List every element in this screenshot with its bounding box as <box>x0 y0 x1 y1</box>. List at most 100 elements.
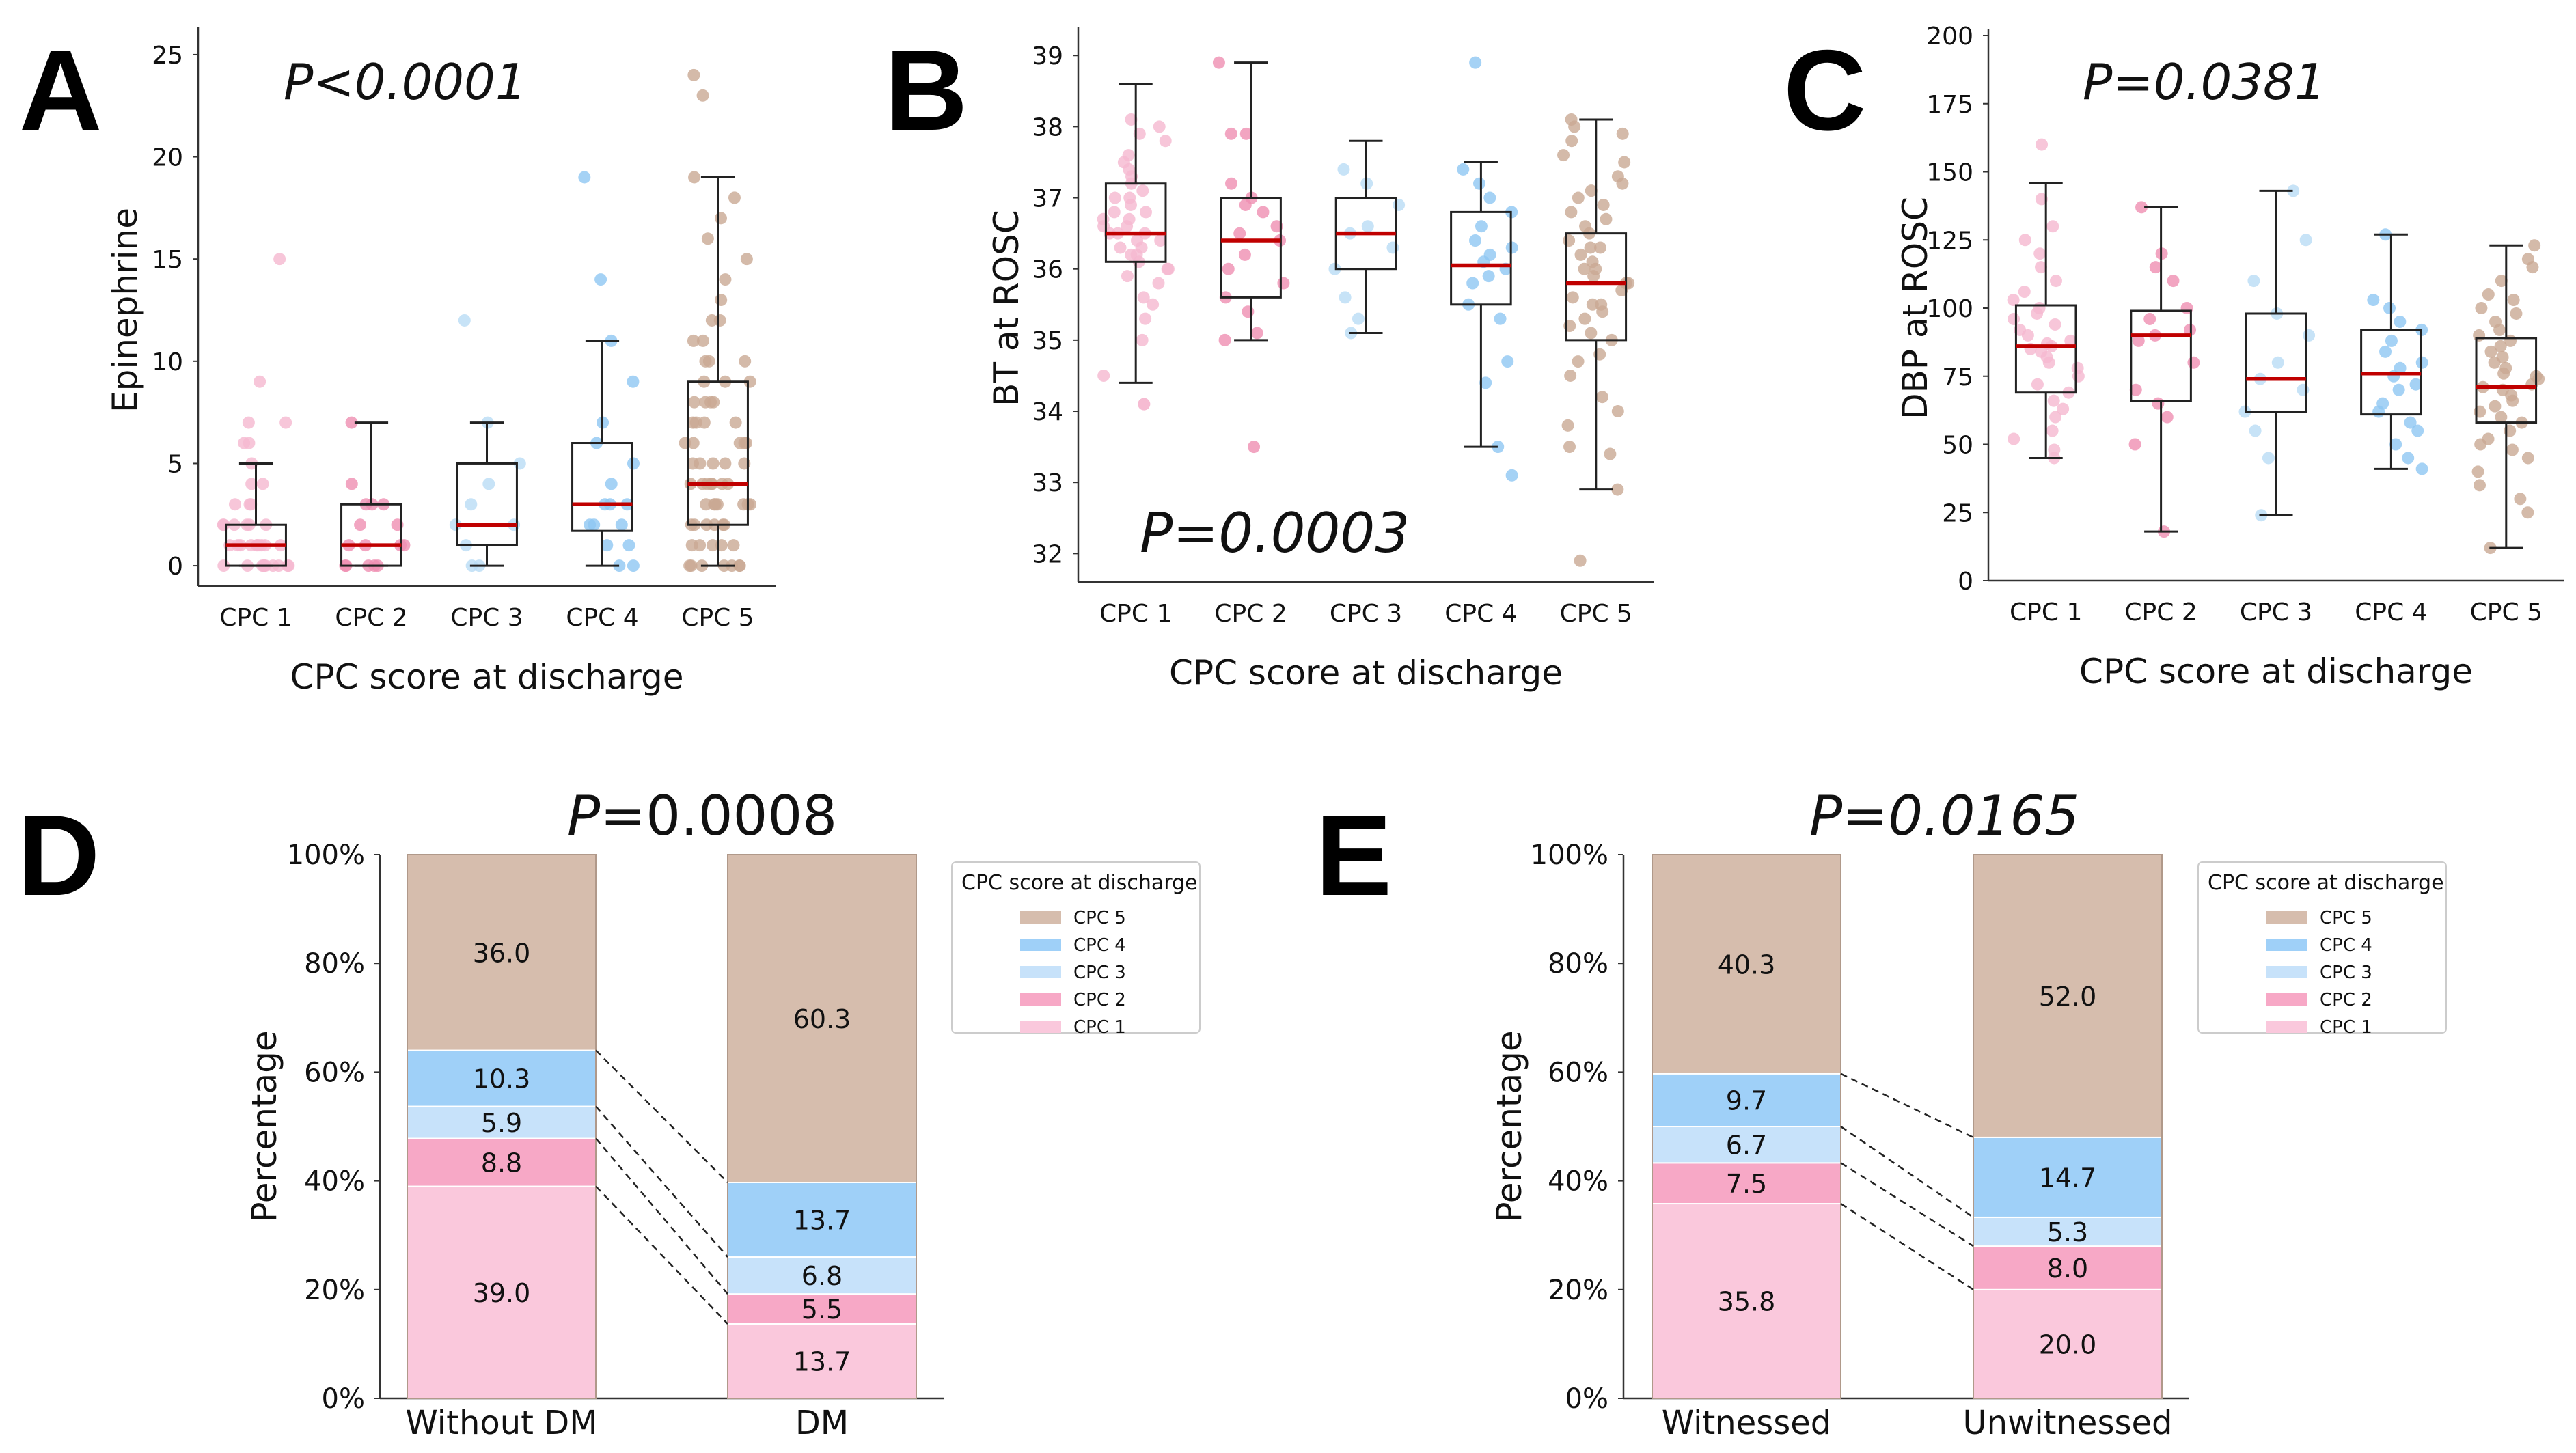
data-point <box>1152 277 1165 290</box>
connector-dashed-line <box>595 1049 728 1183</box>
data-point <box>1574 554 1587 567</box>
data-point <box>1572 355 1585 368</box>
segment-value-label: 5.9 <box>481 1108 522 1138</box>
y-tick-label: 75 <box>1942 363 1973 391</box>
bar-segment-cpc3 <box>1652 1126 1841 1164</box>
data-point <box>578 171 591 184</box>
data-point <box>1097 369 1110 382</box>
data-point <box>622 539 635 552</box>
x-tick-label: Witnessed <box>1662 1404 1832 1442</box>
data-point <box>2392 383 2405 396</box>
segment-value-label: 7.5 <box>1726 1169 1767 1199</box>
data-point <box>615 518 628 531</box>
data-point <box>1482 270 1495 283</box>
connector-dashed-line <box>1840 1202 1974 1290</box>
legend-title: CPC score at discharge <box>2208 871 2444 895</box>
y-tick-label: 100% <box>287 840 365 871</box>
data-point <box>740 253 753 266</box>
data-point <box>2035 193 2048 206</box>
data-point <box>2383 302 2396 314</box>
data-point <box>1483 191 1496 204</box>
bar-segment-cpc4 <box>1652 1073 1841 1127</box>
data-point <box>2008 312 2020 325</box>
data-point <box>2238 405 2251 418</box>
legend-item-label: CPC 5 <box>2320 908 2372 928</box>
connector-dashed-line <box>1840 1125 1974 1218</box>
legend-item-label: CPC 2 <box>2320 990 2372 1010</box>
data-point <box>2018 286 2031 299</box>
data-point <box>245 478 258 490</box>
segment-value-label: 40.3 <box>1718 950 1776 980</box>
y-tick-label: 175 <box>1926 91 1973 119</box>
segment-value-label: 13.7 <box>793 1346 851 1376</box>
legend-swatch <box>1020 993 1061 1006</box>
y-tick-label: 5 <box>167 450 183 478</box>
data-point <box>1250 327 1263 340</box>
data-point <box>1595 298 1608 311</box>
data-point <box>2262 452 2275 465</box>
data-point <box>1218 333 1231 346</box>
data-point <box>1616 127 1629 140</box>
y-tick-label: 100 <box>1926 295 1973 323</box>
x-tick-label: CPC 2 <box>335 604 407 632</box>
data-point <box>729 416 742 429</box>
data-point <box>1225 177 1238 190</box>
data-point <box>1469 56 1482 69</box>
legend-swatch <box>2266 966 2307 978</box>
segment-value-label: 13.7 <box>793 1206 851 1236</box>
bar-segment-cpc1 <box>1973 1288 2163 1400</box>
data-point <box>2049 411 2062 424</box>
x-axis-title: CPC score at discharge <box>290 657 684 697</box>
panel-letter: B <box>885 26 968 154</box>
data-point <box>2521 253 2534 266</box>
data-point <box>2495 275 2508 288</box>
p-value-italic: P <box>567 784 601 848</box>
segment-value-label: 60.3 <box>793 1004 851 1034</box>
data-point <box>1337 163 1350 176</box>
segment-value-label: 39.0 <box>473 1278 531 1308</box>
p-value: P=0.0003 <box>1140 501 1410 565</box>
data-point <box>713 314 726 327</box>
data-point <box>1600 212 1613 225</box>
data-point <box>1566 291 1579 304</box>
y-tick-label: 80% <box>304 948 365 980</box>
data-point <box>2007 294 2020 307</box>
data-point <box>1136 333 1149 346</box>
y-tick-label: 37 <box>1032 185 1063 213</box>
bar-segment-cpc2 <box>727 1293 917 1325</box>
data-point <box>1611 170 1624 183</box>
data-point <box>2528 239 2541 252</box>
data-point <box>696 334 709 347</box>
data-point <box>279 416 292 429</box>
data-point <box>1494 312 1507 325</box>
data-point <box>2482 288 2495 301</box>
data-point <box>715 294 728 307</box>
data-point <box>2249 424 2262 437</box>
panel-e-witnessed-stacked-bar-chart: E P=0.0165 0% 20% 40% 60% 80% 100% 35.8 7.5 6.7 9.7… <box>1315 784 2447 1442</box>
data-point <box>627 375 640 388</box>
x-tick-label: CPC 3 <box>2240 598 2312 626</box>
legend-swatch <box>2266 911 2307 924</box>
data-point <box>1114 241 1127 254</box>
data-point <box>1139 312 1152 325</box>
data-point <box>627 457 640 470</box>
data-point <box>714 212 727 225</box>
data-point <box>2473 329 2486 342</box>
data-point <box>696 89 709 102</box>
data-point <box>1585 327 1598 340</box>
data-point <box>2031 378 2044 391</box>
y-axis-title: BT at ROSC <box>987 210 1026 406</box>
legend-swatch <box>1020 911 1061 924</box>
data-point <box>1557 149 1570 162</box>
y-tick-label: 40% <box>304 1166 365 1198</box>
data-point <box>2152 397 2165 410</box>
data-point <box>2507 294 2520 307</box>
data-point <box>465 498 478 511</box>
bar-segment-cpc1 <box>727 1323 917 1399</box>
data-point <box>687 68 700 81</box>
x-tick-label: CPC 4 <box>1444 600 1517 628</box>
data-point <box>2402 452 2415 465</box>
data-point <box>1483 248 1496 261</box>
iqr-box <box>1220 197 1282 299</box>
data-point <box>2046 424 2059 437</box>
